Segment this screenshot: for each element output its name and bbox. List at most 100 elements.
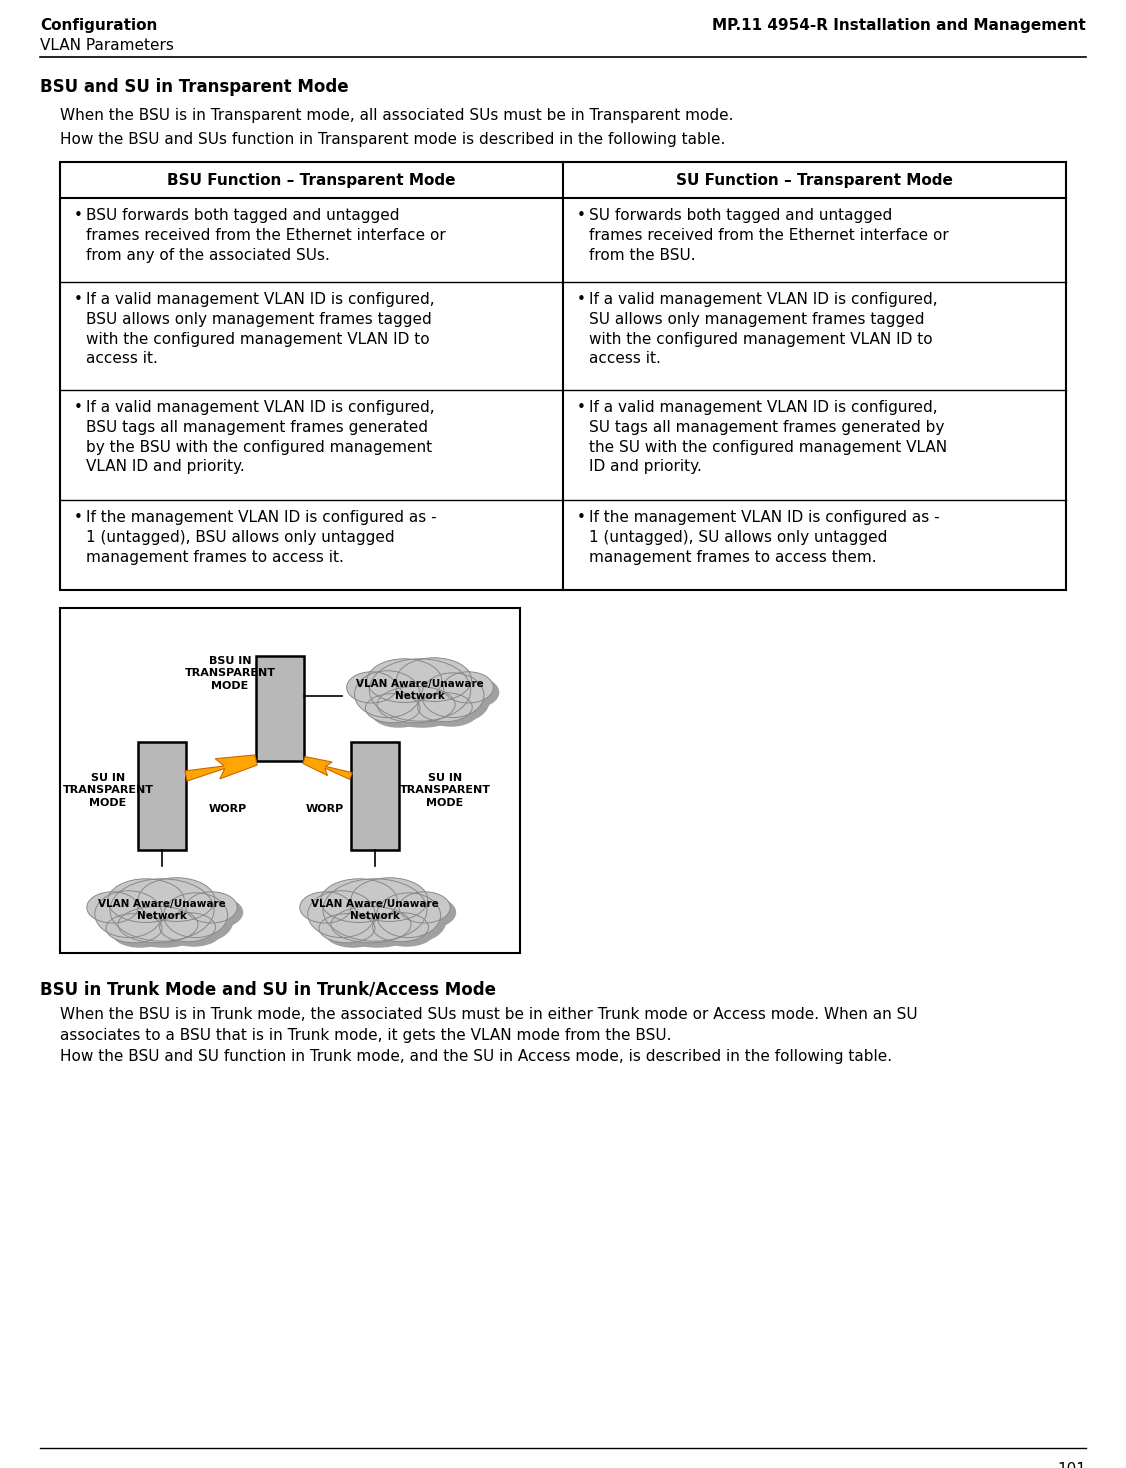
Bar	[60, 161, 1066, 590]
Text: •: •	[74, 509, 83, 526]
Ellipse shape	[351, 878, 428, 922]
Bar	[256, 656, 304, 760]
Ellipse shape	[378, 918, 435, 947]
Ellipse shape	[87, 891, 138, 923]
Ellipse shape	[383, 898, 447, 942]
Ellipse shape	[325, 919, 381, 948]
Ellipse shape	[92, 897, 144, 928]
Text: How the BSU and SU function in Trunk mode, and the SU in Access mode, is describ: How the BSU and SU function in Trunk mod…	[60, 1050, 892, 1064]
Text: •: •	[74, 208, 83, 223]
Ellipse shape	[300, 891, 351, 923]
Ellipse shape	[193, 897, 243, 928]
Ellipse shape	[357, 882, 434, 926]
Text: WORP: WORP	[209, 804, 247, 813]
Text: If a valid management VLAN ID is configured,
SU tags all management frames gener: If a valid management VLAN ID is configu…	[589, 399, 947, 474]
Ellipse shape	[307, 891, 375, 938]
Text: Configuration: Configuration	[41, 18, 158, 32]
Text: If a valid management VLAN ID is configured,
BSU tags all management frames gene: If a valid management VLAN ID is configu…	[86, 399, 435, 474]
Text: VLAN Aware/Unaware
Network: VLAN Aware/Unaware Network	[356, 678, 484, 702]
Text: 101: 101	[1057, 1462, 1085, 1468]
Ellipse shape	[399, 891, 450, 923]
Ellipse shape	[101, 895, 168, 942]
Ellipse shape	[166, 918, 222, 947]
Ellipse shape	[114, 884, 190, 928]
Bar	[138, 741, 186, 850]
Ellipse shape	[376, 893, 440, 938]
Ellipse shape	[124, 912, 204, 948]
Ellipse shape	[423, 697, 479, 727]
Ellipse shape	[331, 906, 411, 942]
Text: If a valid management VLAN ID is configured,
BSU allows only management frames t: If a valid management VLAN ID is configu…	[86, 292, 435, 367]
Text: •: •	[577, 509, 586, 526]
Ellipse shape	[373, 913, 429, 941]
Text: VLAN Aware/Unaware
Network: VLAN Aware/Unaware Network	[311, 898, 439, 922]
Text: VLAN Parameters: VLAN Parameters	[41, 38, 173, 53]
Ellipse shape	[118, 906, 198, 942]
Ellipse shape	[306, 897, 357, 928]
Text: •: •	[577, 208, 586, 223]
Ellipse shape	[449, 677, 499, 708]
Ellipse shape	[138, 878, 215, 922]
Ellipse shape	[160, 913, 215, 941]
Ellipse shape	[163, 893, 227, 938]
Text: •: •	[74, 292, 83, 307]
Ellipse shape	[355, 671, 420, 718]
Ellipse shape	[323, 879, 427, 941]
Text: BSU forwards both tagged and untagged
frames received from the Ethernet interfac: BSU forwards both tagged and untagged fr…	[86, 208, 446, 263]
Text: VLAN Aware/Unaware
Network: VLAN Aware/Unaware Network	[98, 898, 226, 922]
Ellipse shape	[347, 672, 396, 703]
Ellipse shape	[170, 898, 233, 942]
Ellipse shape	[366, 694, 420, 722]
Ellipse shape	[95, 891, 162, 938]
Ellipse shape	[367, 659, 441, 703]
Ellipse shape	[372, 699, 426, 728]
Polygon shape	[303, 756, 352, 780]
Polygon shape	[185, 755, 257, 781]
Ellipse shape	[116, 884, 220, 947]
Ellipse shape	[108, 879, 185, 922]
Text: MP.11 4954-R Installation and Management: MP.11 4954-R Installation and Management	[713, 18, 1085, 32]
Ellipse shape	[327, 884, 403, 928]
Text: When the BSU is in Transparent mode, all associated SUs must be in Transparent m: When the BSU is in Transparent mode, all…	[60, 109, 733, 123]
Ellipse shape	[405, 897, 456, 928]
Ellipse shape	[373, 664, 448, 708]
Text: If a valid management VLAN ID is configured,
SU allows only management frames ta: If a valid management VLAN ID is configu…	[589, 292, 938, 367]
Text: BSU in Trunk Mode and SU in Trunk/Access Mode: BSU in Trunk Mode and SU in Trunk/Access…	[41, 981, 495, 1000]
Text: SU Function – Transparent Mode: SU Function – Transparent Mode	[676, 173, 953, 188]
Ellipse shape	[319, 913, 375, 942]
Ellipse shape	[377, 687, 455, 722]
Ellipse shape	[314, 895, 381, 942]
Ellipse shape	[418, 693, 472, 722]
Ellipse shape	[444, 672, 493, 703]
Ellipse shape	[144, 882, 221, 926]
Text: SU IN
TRANSPARENT
MODE: SU IN TRANSPARENT MODE	[63, 774, 153, 807]
Bar	[351, 741, 399, 850]
Text: If the management VLAN ID is configured as -
1 (untagged), SU allows only untagg: If the management VLAN ID is configured …	[589, 509, 939, 565]
Text: SU forwards both tagged and untagged
frames received from the Ethernet interface: SU forwards both tagged and untagged fra…	[589, 208, 949, 263]
Text: How the BSU and SUs function in Transparent mode is described in the following t: How the BSU and SUs function in Transpar…	[60, 132, 725, 147]
Text: When the BSU is in Trunk mode, the associated SUs must be in either Trunk mode o: When the BSU is in Trunk mode, the assoc…	[60, 1007, 918, 1042]
Ellipse shape	[383, 691, 462, 728]
Text: WORP: WORP	[306, 804, 345, 813]
Ellipse shape	[352, 677, 403, 708]
Text: BSU IN
TRANSPARENT
MODE: BSU IN TRANSPARENT MODE	[185, 656, 276, 691]
Ellipse shape	[403, 662, 477, 706]
Text: If the management VLAN ID is configured as -
1 (untagged), BSU allows only untag: If the management VLAN ID is configured …	[86, 509, 437, 565]
Ellipse shape	[428, 678, 490, 722]
Ellipse shape	[106, 913, 162, 942]
Ellipse shape	[360, 675, 426, 722]
Ellipse shape	[369, 659, 471, 721]
Text: SU IN
TRANSPARENT
MODE: SU IN TRANSPARENT MODE	[400, 774, 491, 807]
Text: BSU Function – Transparent Mode: BSU Function – Transparent Mode	[168, 173, 456, 188]
Ellipse shape	[111, 919, 168, 948]
Ellipse shape	[110, 879, 214, 941]
Bar	[60, 608, 520, 953]
Ellipse shape	[329, 884, 434, 947]
Ellipse shape	[321, 879, 397, 922]
Ellipse shape	[337, 912, 417, 948]
Ellipse shape	[421, 672, 484, 718]
Text: •: •	[577, 399, 586, 415]
Ellipse shape	[186, 891, 238, 923]
Ellipse shape	[396, 658, 472, 702]
Text: BSU and SU in Transparent Mode: BSU and SU in Transparent Mode	[41, 78, 349, 95]
